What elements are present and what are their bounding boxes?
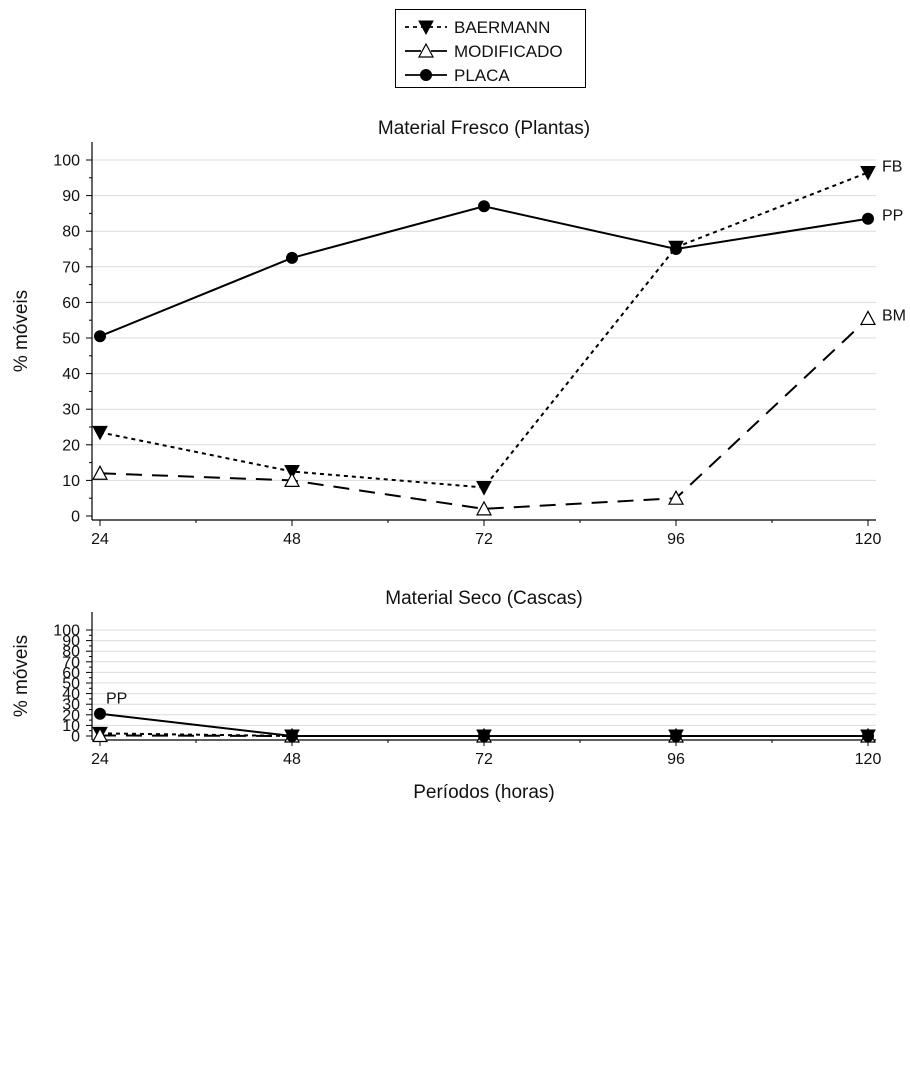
y-tick-label-100: 100 bbox=[53, 623, 80, 640]
series-baermann bbox=[92, 165, 876, 496]
point-placa-72 bbox=[478, 730, 490, 742]
point-modificado-96 bbox=[667, 489, 685, 505]
y-tick-label-40: 40 bbox=[62, 686, 80, 703]
x-tick-label-96: 96 bbox=[667, 751, 685, 768]
y-tick-label-10: 10 bbox=[62, 473, 80, 490]
y-tick-label-80: 80 bbox=[62, 644, 80, 661]
series-placa bbox=[94, 200, 874, 343]
legend-label-modificado: MODIFICADO bbox=[454, 42, 563, 61]
point-modificado-48 bbox=[283, 472, 301, 487]
annotation-pp: PP bbox=[106, 691, 127, 708]
panel-fresco: 0 10 20 30 40 50 60 70 80 90 100 24 48 72 96 120 Materia… bbox=[11, 118, 906, 548]
y-tick-label-60: 60 bbox=[62, 665, 80, 682]
x-tick-label-120: 120 bbox=[855, 751, 882, 768]
legend-marker-baermann bbox=[418, 20, 434, 36]
y-tick-label-60: 60 bbox=[62, 295, 80, 312]
y-axis-title: % móveis bbox=[11, 290, 32, 372]
annotation-pp: PP bbox=[882, 208, 903, 225]
point-modificado-24 bbox=[91, 727, 109, 743]
y-tick-label-90: 90 bbox=[62, 188, 80, 205]
y-tick-label-0: 0 bbox=[71, 729, 80, 746]
point-modificado-24 bbox=[91, 465, 109, 480]
point-placa-120 bbox=[862, 730, 874, 742]
annotation-bm: BM bbox=[882, 307, 906, 324]
legend-marker-modificado bbox=[417, 42, 435, 58]
y-tick-label-20: 20 bbox=[62, 707, 80, 724]
point-baermann-24 bbox=[92, 425, 108, 441]
point-placa-96 bbox=[670, 243, 682, 255]
series-line-baermann bbox=[99, 171, 869, 489]
x-tick-label-72: 72 bbox=[475, 531, 493, 548]
point-baermann-72 bbox=[476, 481, 492, 496]
y-tick-label-40: 40 bbox=[62, 366, 80, 383]
x-axis-title: Períodos (horas) bbox=[413, 782, 555, 803]
point-placa-72 bbox=[478, 200, 490, 213]
y-tick-label-90: 90 bbox=[62, 633, 80, 650]
y-tick-label-20: 20 bbox=[62, 437, 80, 454]
y-tick-label-80: 80 bbox=[62, 224, 80, 241]
x-tick-label-48: 48 bbox=[283, 751, 301, 768]
series-placa bbox=[94, 707, 874, 742]
point-modificado-120 bbox=[859, 310, 877, 326]
y-tick-label-70: 70 bbox=[62, 654, 80, 671]
x-tick-label-24: 24 bbox=[91, 531, 109, 548]
chart-title: Material Seco (Cascas) bbox=[385, 588, 582, 609]
y-tick-label-0: 0 bbox=[71, 509, 80, 526]
legend: BAERMANN MODIFICADO PLACA bbox=[395, 9, 586, 88]
point-placa-48 bbox=[286, 251, 298, 264]
x-tick-label-72: 72 bbox=[475, 751, 493, 768]
y-tick-label-70: 70 bbox=[62, 259, 80, 276]
series-modificado bbox=[91, 310, 877, 516]
y-tick-label-30: 30 bbox=[62, 697, 80, 714]
y-tick-label-10: 10 bbox=[62, 718, 80, 735]
point-placa-24 bbox=[94, 330, 106, 343]
y-axis-title: % móveis bbox=[11, 635, 32, 717]
x-tick-label-24: 24 bbox=[91, 751, 109, 768]
x-tick-label-120: 120 bbox=[855, 531, 882, 548]
y-tick-label-30: 30 bbox=[62, 402, 80, 419]
legend-label-baermann: BAERMANN bbox=[454, 18, 550, 37]
legend-marker-placa bbox=[420, 69, 432, 81]
series-line-placa bbox=[99, 205, 869, 338]
y-tick-label-100: 100 bbox=[53, 153, 80, 170]
point-placa-24 bbox=[94, 707, 106, 720]
legend-label-placa: PLACA bbox=[454, 66, 510, 85]
point-placa-48 bbox=[286, 730, 298, 742]
point-baermann-120 bbox=[860, 165, 876, 181]
point-baermann-48 bbox=[284, 465, 300, 480]
point-placa-120 bbox=[862, 212, 874, 225]
annotation-fb: FB bbox=[882, 158, 902, 175]
x-tick-label-48: 48 bbox=[283, 531, 301, 548]
point-modificado-72 bbox=[475, 500, 493, 516]
point-placa-96 bbox=[670, 730, 682, 742]
y-tick-label-50: 50 bbox=[62, 331, 80, 348]
y-tick-label-50: 50 bbox=[62, 676, 80, 693]
chart-title: Material Fresco (Plantas) bbox=[378, 118, 590, 139]
x-tick-label-96: 96 bbox=[667, 531, 685, 548]
